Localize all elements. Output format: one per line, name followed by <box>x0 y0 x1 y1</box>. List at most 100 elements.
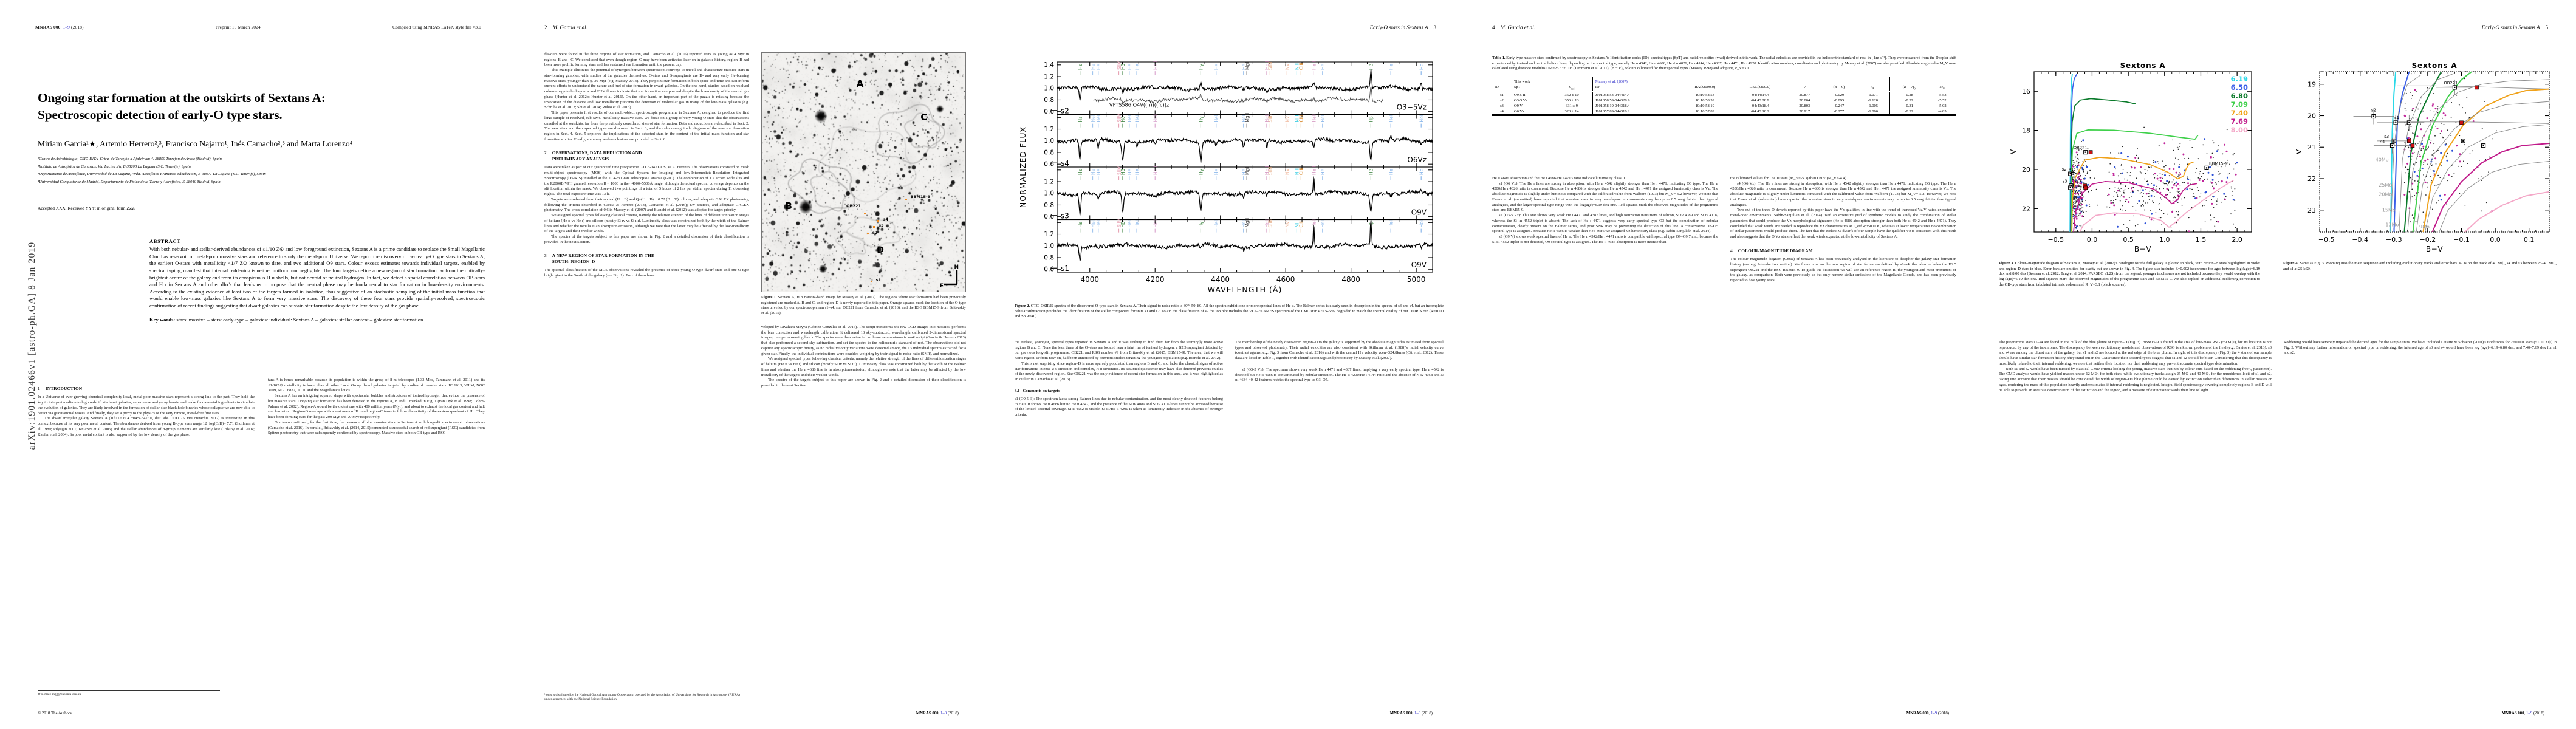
svg-text:V: V <box>2295 149 2303 154</box>
svg-text:8.00: 8.00 <box>2231 126 2248 134</box>
page-3[interactable]: Early-O stars in Sextans A 3 0.6 0.8 1.0 1.… <box>990 0 1464 729</box>
svg-text:s1: s1 <box>2394 115 2399 120</box>
page-5-col-left: The programme stars s1–s4 are found in t… <box>1999 340 2272 693</box>
halpha-canvas <box>762 53 965 292</box>
table-1-caption: Table 1. Early-type massive stars confir… <box>1492 56 1956 72</box>
page-3-body: the earliest, youngest, spectral types r… <box>1015 340 1444 693</box>
section-heading-cmd: 4 COLOUR-MAGNITUDE DIAGRAM <box>1730 247 1813 253</box>
svg-text:HeII: HeII <box>1264 61 1270 70</box>
page-1-body: 1 INTRODUCTION In a Universe of ever-gro… <box>38 378 485 686</box>
svg-text:2.0: 2.0 <box>2232 236 2242 244</box>
svg-text:Hβ: Hβ <box>1369 63 1374 70</box>
paragraph: This example illustrates the potential o… <box>544 68 749 110</box>
paragraph: We assigned spectral types following cla… <box>761 357 966 377</box>
svg-text:O9V: O9V <box>1411 208 1427 217</box>
paragraph: Our team confirmed, for the first time, … <box>268 420 485 436</box>
region-label-C: C <box>920 112 928 123</box>
svg-text:HeI: HeI <box>1127 115 1132 123</box>
section-heading-observations: 2 OBSERVATIONS, DATA REDUCTION AND PRELI… <box>544 150 642 162</box>
svg-text:6.19: 6.19 <box>2231 75 2248 83</box>
page-5[interactable]: Early-O stars in Sextans A 5 Sextons A −0… <box>1981 0 2576 729</box>
svg-text:Hγ: Hγ <box>1199 221 1204 228</box>
journal-footer: MNRAS 000, 1–9 (2018) <box>916 711 959 716</box>
star-marker-s1 <box>871 281 873 283</box>
region-label-D: D <box>877 245 884 256</box>
svg-text:HeI: HeI <box>1091 220 1096 228</box>
star-marker-s2 <box>866 233 869 235</box>
title-line-1: Ongoing star formation at the outskirts … <box>38 91 326 105</box>
svg-text:HeI: HeI <box>1419 63 1424 70</box>
author-email-footnote: ★ E-mail: mgg@cab.inta-csic.es <box>38 690 220 697</box>
author-list: Miriam Garcia¹★, Artemio Herrero²,³, Fra… <box>38 139 353 148</box>
table-1: Table 1. Early-type massive stars confir… <box>1492 56 1956 117</box>
svg-text:0.8: 0.8 <box>1044 97 1054 104</box>
paragraph: The membership of the newly discovered r… <box>1235 340 1444 361</box>
svg-text:MgII: MgII <box>1244 218 1250 228</box>
svg-text:Hδ: Hδ <box>1120 221 1126 228</box>
svg-text:MgII: MgII <box>1244 113 1250 123</box>
page-title: Ongoing star formation at the outskirts … <box>38 90 492 123</box>
svg-text:6.80: 6.80 <box>2231 92 2248 100</box>
svg-text:HeI: HeI <box>1096 63 1101 70</box>
figure-4-text: Same as Fig. 3, zooming into the main se… <box>2283 261 2557 271</box>
svg-text:4000: 4000 <box>1080 275 1099 284</box>
svg-text:HeI: HeI <box>1214 220 1219 228</box>
svg-text:16: 16 <box>2022 87 2030 95</box>
table-row: s3 O9 V 331 ± 9 J101058.19-044318.4 10:1… <box>1500 103 1947 109</box>
paragraph: Reddening would have severely impacted t… <box>2284 340 2557 355</box>
page-4[interactable]: 4 M. Garcia et al. Table 1. Early-type m… <box>1464 0 1981 729</box>
svg-text:HeII: HeII <box>1312 114 1317 123</box>
svg-text:Hγ: Hγ <box>1199 116 1204 123</box>
region-label-B: B <box>785 200 792 211</box>
svg-text:6.50: 6.50 <box>2231 83 2248 92</box>
svg-text:HeI: HeI <box>1320 168 1326 176</box>
svg-text:1.2: 1.2 <box>1044 73 1054 80</box>
svg-text:VFTS586 O4V((n))((fc))z: VFTS586 O4V((n))((fc))z <box>1109 102 1169 108</box>
page-5-running-head: Early-O stars in Sextans A 5 <box>2481 24 2548 30</box>
svg-text:s1: s1 <box>2069 168 2074 173</box>
star-label-s3: s3 <box>879 223 884 228</box>
svg-text:CIII: CIII <box>1299 221 1304 228</box>
svg-text:HeI: HeI <box>1320 63 1326 70</box>
paragraph: s2 (O3-5 Vz): The spectrum shows very we… <box>1235 367 1444 383</box>
table-group-this-work: This work <box>1513 79 1530 84</box>
paragraph: Targets were selected from their optical… <box>544 197 749 213</box>
svg-text:40Mo: 40Mo <box>2376 157 2389 163</box>
svg-text:HeI: HeI <box>1241 168 1247 176</box>
table-row: s4 O6 Vz 323 ± 14 J101057.89-044310.2 10… <box>1500 109 1947 115</box>
page-1[interactable]: MNRAS 000, 1–9 (2018) Preprint 10 March … <box>0 0 516 729</box>
star-marker-s4 <box>877 219 880 222</box>
svg-text:Hε: Hε <box>1078 64 1083 70</box>
abstract-heading: ABSTRACT <box>149 238 181 244</box>
th-bv: (B – V) <box>1833 85 1845 90</box>
svg-text:V: V <box>2009 149 2018 154</box>
page-2-footnote: ¹ ours is distributed by the National Op… <box>544 690 745 702</box>
figure-3: Sextons A −0.5 0.0 0.5 1.0 1.5 2.0 16 18 20 22 B−V V… <box>1999 58 2260 288</box>
paragraph: The spectral classification of the MOS o… <box>544 268 749 278</box>
page-2[interactable]: 2 M. Garcia et al. flavours were found i… <box>516 0 990 729</box>
svg-text:WAVELENGTH (Å): WAVELENGTH (Å) <box>1208 285 1283 294</box>
svg-text:1.0: 1.0 <box>2159 236 2170 244</box>
figure-4-label: Figure 4. <box>2283 261 2299 265</box>
paragraph: He ıı 4686 absorption and the He ı 4686/… <box>1492 176 1626 180</box>
svg-text:−0.5: −0.5 <box>2047 236 2064 244</box>
svg-text:s4: s4 <box>1061 159 1069 168</box>
figure-4-caption: Figure 4. Same as Fig. 3, zooming into t… <box>2283 261 2557 272</box>
svg-text:s3: s3 <box>2384 134 2389 139</box>
svg-text:SiIV: SiIV <box>1117 61 1122 70</box>
svg-text:HeI: HeI <box>1091 115 1096 123</box>
table-1-grid: This work Massey et al. (2007) ID SpT vr… <box>1492 77 1956 117</box>
region-label-A: A <box>856 78 864 90</box>
svg-text:HeI: HeI <box>1127 63 1132 70</box>
svg-text:NV: NV <box>1285 115 1290 123</box>
star-label-s2: s2 <box>872 230 878 235</box>
svg-text:MgII: MgII <box>1244 165 1250 175</box>
svg-text:O9V: O9V <box>1411 261 1427 269</box>
svg-text:HeI: HeI <box>1388 63 1394 70</box>
th-mv: MV <box>1939 84 1945 90</box>
journal-footer: MNRAS 000, 1–9 (2018) <box>1906 711 1949 716</box>
svg-text:1.0: 1.0 <box>1044 85 1054 92</box>
paragraph: Data were taken as part of our guarantee… <box>544 165 749 197</box>
